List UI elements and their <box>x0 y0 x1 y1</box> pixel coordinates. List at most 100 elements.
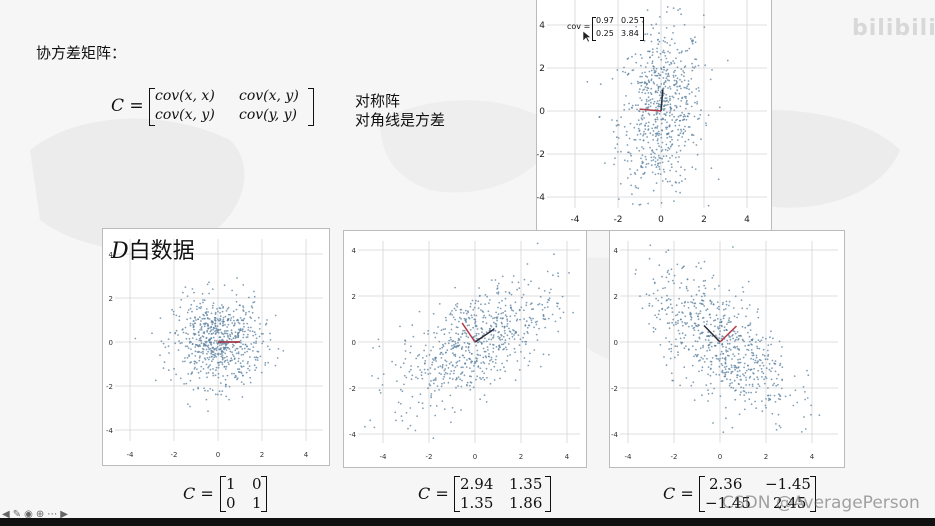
scatter-point <box>475 314 478 317</box>
scatter-point <box>195 343 197 346</box>
scatter-point <box>634 185 637 187</box>
scatter-point <box>410 365 412 367</box>
scatter-point <box>714 354 717 357</box>
scatter-point <box>241 396 244 398</box>
scatter-point <box>394 364 397 366</box>
scatter-point <box>687 307 690 309</box>
scatter-point <box>710 345 713 348</box>
scatter-point <box>234 335 237 337</box>
scatter-point <box>706 308 709 311</box>
scatter-point <box>546 301 549 304</box>
arrow-right-icon[interactable]: ▶ <box>60 509 68 519</box>
scatter-point <box>211 288 214 290</box>
scatter-point <box>599 83 602 86</box>
scatter-point <box>669 110 672 112</box>
scatter-point <box>657 105 660 108</box>
scatter-point <box>205 363 208 366</box>
cov-value: 3.84 <box>621 29 639 38</box>
scatter-point <box>409 351 412 354</box>
scatter-point <box>249 381 252 384</box>
scatter-point <box>631 193 633 196</box>
scatter-point <box>747 364 749 367</box>
scatter-point <box>178 315 181 318</box>
scatter-point <box>731 358 733 360</box>
scatter-point <box>724 359 727 361</box>
scatter-point <box>226 308 229 310</box>
scatter-point <box>709 299 712 302</box>
scatter-point <box>707 335 709 337</box>
scatter-point <box>631 107 634 109</box>
scatter-point <box>233 372 236 375</box>
scatter-point <box>477 365 480 367</box>
scatter-point <box>641 72 644 74</box>
scatter-point <box>655 166 658 169</box>
scatter-point <box>240 341 242 344</box>
white-title-letter: D <box>111 239 129 264</box>
scatter-point <box>364 425 366 428</box>
scatter-point <box>401 390 404 393</box>
scatter-point <box>668 273 671 275</box>
scatter-point <box>648 80 650 83</box>
scatter-point <box>663 104 666 107</box>
scatter-point <box>443 375 445 378</box>
scatter-point <box>643 39 646 42</box>
scatter-point <box>729 378 732 381</box>
scatter-point <box>442 343 444 346</box>
scatter-point <box>465 350 467 352</box>
scatter-point <box>377 338 380 341</box>
scatter-point <box>684 50 687 52</box>
x-tick-label: 4 <box>304 451 309 459</box>
pointer-icon[interactable]: ◉ <box>24 509 33 519</box>
scatter-point <box>505 315 508 318</box>
scatter-point <box>652 81 655 83</box>
scatter-point <box>646 62 649 64</box>
scatter-point <box>377 377 380 380</box>
scatter-point <box>650 93 653 96</box>
scatter-point <box>223 320 225 323</box>
scatter-point <box>692 141 695 144</box>
scatter-point <box>794 389 797 392</box>
scatter-point <box>513 338 516 340</box>
scatter-point <box>479 354 482 357</box>
pen-icon[interactable]: ✎ <box>12 509 22 519</box>
scatter-point <box>631 104 634 107</box>
scatter-point <box>725 349 727 352</box>
scatter-point <box>503 347 505 350</box>
scatter-point <box>427 387 429 390</box>
scatter-point <box>756 376 759 379</box>
scatter-point <box>818 414 821 417</box>
scatter-point <box>660 91 662 94</box>
scatter-point <box>492 334 495 336</box>
scatter-point <box>671 154 674 157</box>
scatter-point <box>687 83 690 86</box>
scatter-point <box>656 133 658 136</box>
scatter-point <box>736 336 738 339</box>
scatter-point <box>703 361 706 363</box>
arrow-left-icon[interactable]: ◀ <box>2 509 10 519</box>
more-icon[interactable]: ⋯ <box>47 509 58 519</box>
zoom-icon[interactable]: ⊕ <box>35 509 45 519</box>
scatter-point <box>629 122 632 125</box>
scatter-point <box>715 373 718 376</box>
scatter-point <box>647 92 650 94</box>
eigenvector-line <box>461 322 476 343</box>
scatter-point <box>159 317 162 319</box>
scatter-point <box>502 335 505 338</box>
scatter-point <box>509 304 512 307</box>
scatter-point <box>655 23 658 25</box>
scatter-point <box>679 105 682 108</box>
scatter-point <box>700 109 702 111</box>
scatter-point <box>717 342 719 344</box>
scatter-point <box>694 41 697 44</box>
scatter-point <box>391 360 393 363</box>
scatter-point <box>174 331 177 334</box>
scatter-point <box>665 276 668 279</box>
scatter-point <box>657 102 660 105</box>
scatter-point <box>508 330 511 333</box>
scatter-point <box>678 332 681 335</box>
scatter-point <box>656 118 659 121</box>
scatter-point <box>635 61 638 64</box>
scatter-point <box>222 324 224 327</box>
scatter-point <box>684 115 686 118</box>
scatter-point <box>497 335 499 338</box>
